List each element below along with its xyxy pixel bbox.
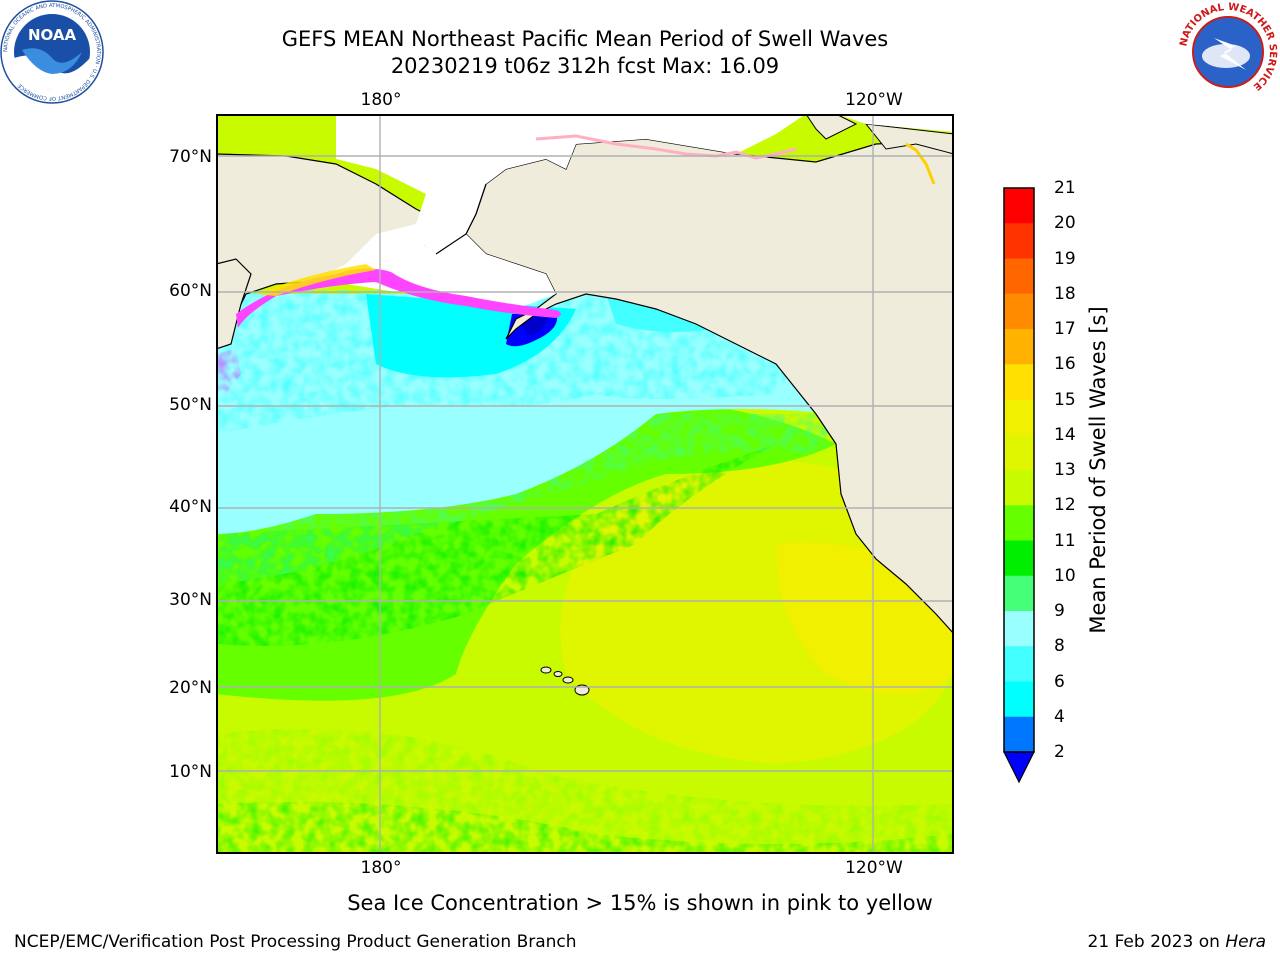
colorbar-tick-label: 11 xyxy=(1054,530,1076,551)
date-machine: Hera xyxy=(1225,932,1266,952)
colorbar-cell xyxy=(1004,329,1034,365)
colorbar-tick-label: 12 xyxy=(1054,495,1076,516)
noaa-logo-text: NOAA xyxy=(28,26,77,44)
colorbar-tick-label: 8 xyxy=(1054,636,1065,657)
colorbar-tick-label: 17 xyxy=(1054,319,1076,339)
lon-label-bottom-180: 180° xyxy=(360,858,402,878)
colorbar-frame xyxy=(1003,187,1035,753)
lon-label-top-120w: 120°W xyxy=(845,90,903,110)
colorbar-tick-label: 9 xyxy=(1054,601,1065,621)
date-stamp: 21 Feb 2023 on Hera xyxy=(1088,932,1266,952)
lat-label-50n: 50°N xyxy=(169,395,212,415)
colorbar-tick-label: 14 xyxy=(1054,424,1076,445)
nws-logo: NATIONAL WEATHER SERVICE xyxy=(1178,2,1278,102)
colorbar-under-triangle xyxy=(1003,751,1035,784)
colorbar-tick-label: 4 xyxy=(1054,706,1065,727)
credit-text: NCEP/EMC/Verification Post Processing Pr… xyxy=(14,932,577,952)
chart-title: GEFS MEAN Northeast Pacific Mean Period … xyxy=(281,27,889,51)
sea-ice-kamchatka xyxy=(216,349,241,399)
lat-label-10n: 10°N xyxy=(169,762,212,782)
colorbar-cell xyxy=(1004,540,1034,577)
colorbar-cell xyxy=(1004,293,1034,330)
colorbar xyxy=(1003,187,1035,784)
colorbar-tick-label: 13 xyxy=(1054,460,1076,480)
lon-label-bottom-120w: 120°W xyxy=(845,858,903,878)
colorbar-cell xyxy=(1004,223,1034,259)
colorbar-label: Mean Period of Swell Waves [s] xyxy=(1086,306,1110,634)
land-arctic-islands xyxy=(805,114,858,140)
sea-ice-edge xyxy=(236,268,561,328)
sea-unmasked xyxy=(336,114,954,264)
colorbar-tick-label: 2 xyxy=(1054,742,1065,762)
lat-label-40n: 40°N xyxy=(169,497,212,517)
chart-subtitle: 20230219 t06z 312h fcst Max: 16.09 xyxy=(390,54,780,78)
colorbar-cell xyxy=(1004,364,1034,400)
colorbar-cell xyxy=(1004,258,1034,295)
colorbar-tick-label: 15 xyxy=(1054,389,1076,410)
colorbar-cell xyxy=(1004,611,1034,647)
colorbar-tick-label: 20 xyxy=(1054,213,1076,234)
colorbar-cell xyxy=(1004,646,1034,682)
swell-band-11s xyxy=(216,444,776,646)
colorbar-tick-label: 6 xyxy=(1054,671,1065,692)
lon-label-top-180: 180° xyxy=(360,90,402,110)
land-kamchatka xyxy=(216,258,252,350)
colorbar-cell xyxy=(1004,575,1034,612)
colorbar-cell xyxy=(1004,681,1034,718)
sea-ice-note: Sea Ice Concentration > 15% is shown in … xyxy=(347,891,933,915)
lat-label-70n: 70°N xyxy=(169,147,212,167)
colorbar-cell xyxy=(1004,399,1034,436)
lat-label-30n: 30°N xyxy=(169,590,212,610)
swell-period-map[interactable] xyxy=(216,114,954,854)
colorbar-cell xyxy=(1004,716,1034,753)
colorbar-cell xyxy=(1004,188,1034,224)
swell-band-11s-south xyxy=(216,802,954,854)
colorbar-cell xyxy=(1004,470,1034,506)
graticule xyxy=(216,114,954,854)
colorbar-cell xyxy=(1004,434,1034,471)
colorbar-cell xyxy=(1004,505,1034,541)
date-prefix: 21 Feb 2023 on xyxy=(1087,932,1226,952)
colorbar-tick-label: 10 xyxy=(1054,565,1076,586)
colorbar-tick-label: 21 xyxy=(1054,178,1076,198)
noaa-logo: NOAA NATIONAL OCEANIC AND ATMOSPHERIC AD… xyxy=(0,0,104,104)
colorbar-tick-label: 18 xyxy=(1054,283,1076,304)
map-frame xyxy=(216,114,954,854)
colorbar-tick-label: 16 xyxy=(1054,354,1076,375)
lat-label-20n: 20°N xyxy=(169,678,212,698)
colorbar-tick-label: 19 xyxy=(1054,248,1076,269)
swell-band-14s xyxy=(560,460,954,764)
lat-label-60n: 60°N xyxy=(169,281,212,301)
